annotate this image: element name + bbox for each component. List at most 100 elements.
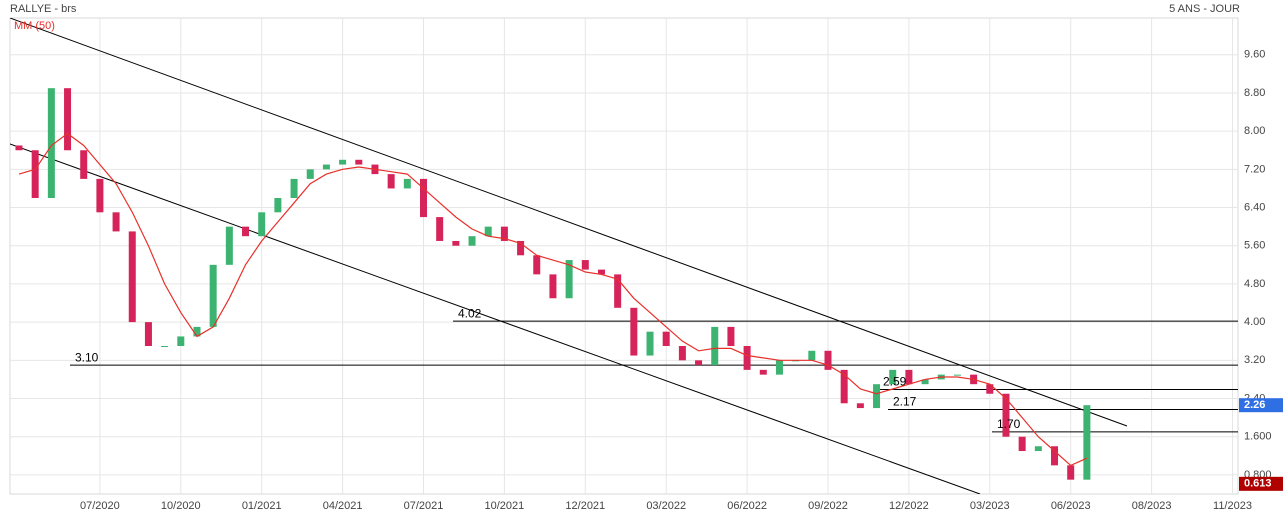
candle <box>274 197 282 213</box>
candle <box>517 240 525 256</box>
plot-frame <box>9 17 1239 495</box>
candle <box>775 360 783 375</box>
candle <box>711 326 719 366</box>
x-tick-label: 09/2022 <box>808 500 848 512</box>
candle <box>678 345 686 361</box>
candle <box>31 150 39 198</box>
level-label: 1.70 <box>997 417 1021 431</box>
candle <box>80 150 88 179</box>
chart-title: RALLYE - brs <box>10 3 77 15</box>
candle <box>387 174 395 189</box>
trend-line <box>10 18 1128 427</box>
candle <box>824 350 832 370</box>
price-tag <box>1239 398 1283 413</box>
candle <box>759 369 767 375</box>
candle <box>1067 465 1075 480</box>
y-tick-label: 6.40 <box>1244 201 1265 213</box>
candle <box>840 369 848 404</box>
y-tick-label: 8.00 <box>1244 125 1265 137</box>
candle <box>436 217 444 241</box>
candle <box>225 226 233 265</box>
candle <box>856 403 864 409</box>
y-tick-label: 5.60 <box>1244 240 1265 252</box>
candle <box>47 88 55 198</box>
candle <box>355 159 363 165</box>
candle <box>646 331 654 356</box>
x-tick-label: 10/2020 <box>161 500 201 512</box>
price-tag <box>1239 476 1283 491</box>
candle <box>1002 393 1010 437</box>
x-tick-label: 08/2023 <box>1132 500 1172 512</box>
candle <box>630 307 638 356</box>
candle <box>96 178 104 213</box>
candle <box>597 269 605 275</box>
candle <box>290 178 298 198</box>
trend-line <box>10 143 981 494</box>
y-tick-label: 1.600 <box>1244 431 1272 443</box>
chart-subtitle: 5 ANS - JOUR <box>1169 3 1240 15</box>
y-tick-label: 3.20 <box>1244 354 1265 366</box>
grid <box>10 18 1238 494</box>
candle <box>15 145 23 151</box>
x-tick-label: 06/2023 <box>1051 500 1091 512</box>
candle <box>64 88 72 151</box>
candle <box>484 226 492 237</box>
y-tick-label: 4.80 <box>1244 278 1265 290</box>
candle <box>808 350 816 361</box>
y-tick-label: 7.20 <box>1244 163 1265 175</box>
candle <box>193 326 201 337</box>
candle <box>1018 436 1026 452</box>
candle <box>161 345 169 347</box>
candle <box>695 360 703 366</box>
x-tick-label: 12/2021 <box>565 500 605 512</box>
candle <box>500 226 508 241</box>
candle <box>727 326 735 346</box>
candle <box>565 260 573 299</box>
candle <box>322 164 330 170</box>
level-label: 3.10 <box>75 350 99 364</box>
x-tick-label: 07/2021 <box>404 500 444 512</box>
candle <box>581 260 589 270</box>
candle <box>403 178 411 189</box>
x-tick-label: 06/2022 <box>727 500 767 512</box>
x-tick-label: 04/2021 <box>323 500 363 512</box>
price-tag-label: 0.613 <box>1244 478 1272 490</box>
x-tick-label: 10/2021 <box>485 500 525 512</box>
candle <box>1051 446 1059 466</box>
moving-average-line <box>18 132 1088 467</box>
x-tick-label: 12/2022 <box>889 500 929 512</box>
candle <box>452 240 460 246</box>
y-tick-label: 8.80 <box>1244 87 1265 99</box>
candle <box>549 274 557 299</box>
candle <box>242 226 250 237</box>
legend-entry: MM (50) <box>14 20 55 32</box>
x-tick-label: 11/2023 <box>1213 500 1252 512</box>
candle <box>209 264 217 327</box>
candle <box>420 178 427 218</box>
x-tick-label: 03/2023 <box>970 500 1010 512</box>
y-tick-label: 9.60 <box>1244 49 1265 61</box>
candle <box>905 369 913 385</box>
level-label: 2.17 <box>893 395 917 409</box>
x-tick-label: 01/2021 <box>242 500 282 512</box>
candle <box>986 384 994 394</box>
candle <box>1083 405 1091 480</box>
candle <box>468 236 476 246</box>
candle <box>953 374 961 376</box>
level-label: 2.59 <box>883 375 907 389</box>
marks <box>15 88 1238 480</box>
candle <box>1034 446 1042 452</box>
price-tag-label: 2.26 <box>1244 399 1265 411</box>
candle <box>533 255 541 275</box>
candle <box>177 336 185 346</box>
x-tick-label: 03/2022 <box>646 500 686 512</box>
x-tick-label: 07/2020 <box>80 500 120 512</box>
level-label: 4.02 <box>458 306 482 320</box>
candle <box>662 331 670 346</box>
candle <box>339 159 347 165</box>
candle <box>144 322 152 346</box>
candle <box>614 274 622 308</box>
candle <box>889 369 897 385</box>
candle <box>873 384 881 409</box>
